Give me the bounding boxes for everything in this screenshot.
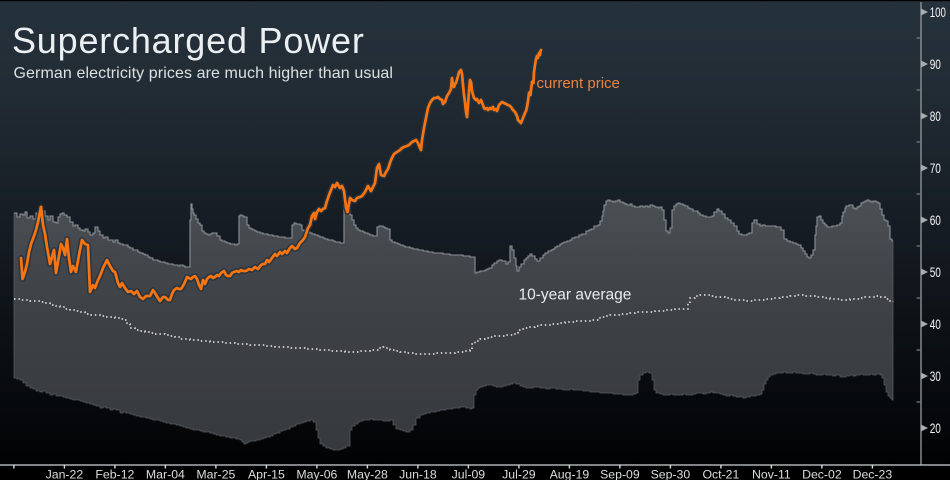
- svg-text:Jul-29: Jul-29: [502, 468, 536, 480]
- svg-text:50: 50: [930, 264, 941, 280]
- svg-text:Dec-02: Dec-02: [802, 468, 842, 480]
- svg-text:90: 90: [930, 56, 941, 72]
- svg-text:May-28: May-28: [347, 468, 388, 480]
- svg-text:Mar-04: Mar-04: [146, 468, 185, 480]
- svg-text:40: 40: [930, 316, 941, 332]
- svg-text:70: 70: [930, 160, 941, 176]
- svg-text:20: 20: [930, 420, 941, 436]
- svg-text:Jul-09: Jul-09: [452, 468, 486, 480]
- svg-text:Feb-12: Feb-12: [95, 468, 134, 480]
- svg-text:current price: current price: [537, 75, 620, 92]
- svg-text:Jun-18: Jun-18: [399, 468, 437, 480]
- svg-text:Nov-11: Nov-11: [752, 468, 791, 480]
- svg-text:Aug-19: Aug-19: [550, 468, 590, 480]
- svg-text:Oct-21: Oct-21: [702, 468, 739, 480]
- svg-text:Sep-30: Sep-30: [651, 468, 691, 480]
- svg-text:Mar-25: Mar-25: [196, 468, 235, 480]
- svg-text:May-06: May-06: [296, 468, 337, 480]
- svg-text:Sep-09: Sep-09: [600, 468, 640, 480]
- svg-text:Jan-22: Jan-22: [46, 468, 84, 480]
- svg-text:Dec-23: Dec-23: [853, 468, 893, 480]
- svg-text:80: 80: [930, 108, 941, 124]
- svg-text:100: 100: [930, 4, 946, 20]
- svg-text:60: 60: [930, 212, 941, 228]
- svg-text:30: 30: [930, 368, 941, 384]
- svg-text:10-year average: 10-year average: [519, 287, 632, 304]
- svg-text:Apr-15: Apr-15: [248, 468, 285, 480]
